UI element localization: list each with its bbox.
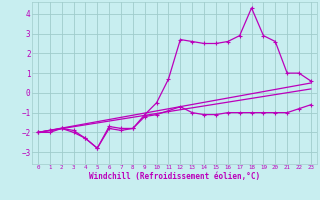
X-axis label: Windchill (Refroidissement éolien,°C): Windchill (Refroidissement éolien,°C) [89, 172, 260, 181]
